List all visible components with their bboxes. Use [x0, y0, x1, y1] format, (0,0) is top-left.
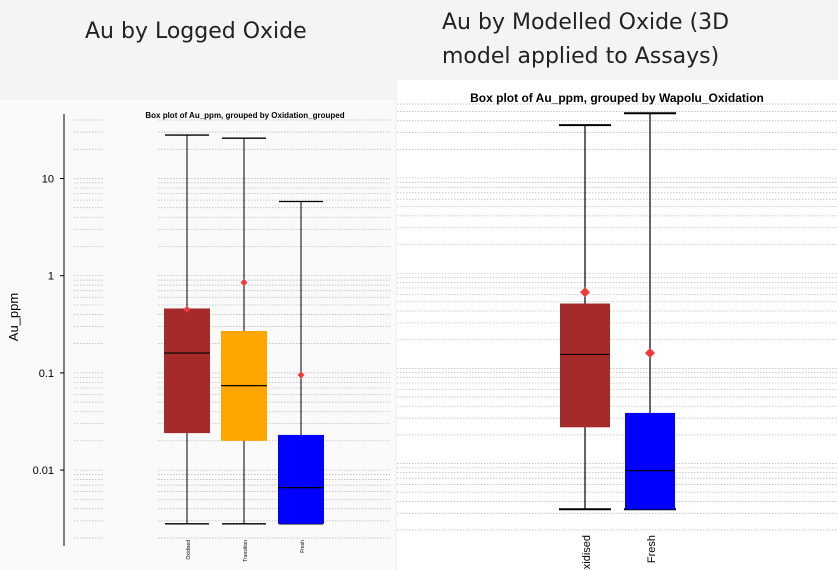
- box-mean-marker: [240, 279, 248, 287]
- box-mean-marker: [297, 371, 305, 379]
- y-tick-label: 10: [42, 174, 54, 186]
- box-mean-marker: [645, 347, 655, 358]
- right-chart-panel: Box plot of Au_ppm, grouped by Wapolu_Ox…: [397, 80, 838, 570]
- y-tick-label: 0.1: [39, 368, 54, 380]
- chart-title: Box plot of Au_ppm, grouped by Oxidation…: [145, 111, 344, 120]
- right-heading-line-1: Au by Modelled Oxide (3D: [442, 10, 730, 35]
- category-label: Fresh: [300, 540, 306, 553]
- right-heading-line-2: model applied to Assays): [442, 44, 720, 69]
- right-chart-heading: Au by Modelled Oxide (3D model applied t…: [442, 6, 729, 74]
- chart-title: Box plot of Au_ppm, grouped by Wapolu_Ox…: [470, 91, 764, 105]
- y-tick-label: 0.01: [33, 465, 54, 477]
- left-chart-heading: Au by Logged Oxide: [85, 19, 307, 44]
- category-label: Fresh: [646, 535, 658, 563]
- box-mean-marker: [183, 305, 191, 313]
- box-mean-marker: [580, 287, 590, 298]
- right-box-plot: Box plot of Au_ppm, grouped by Wapolu_Ox…: [397, 91, 838, 570]
- left-chart-panel: Box plot of Au_ppm, grouped by Oxidation…: [0, 100, 395, 570]
- left-box-plot: Box plot of Au_ppm, grouped by Oxidation…: [6, 111, 390, 562]
- category-label: Transition: [243, 540, 249, 562]
- box-body: [278, 434, 324, 524]
- box-body: [164, 308, 210, 434]
- y-tick-label: 1: [48, 271, 54, 283]
- category-label: Oxidised: [581, 535, 593, 570]
- box-body: [625, 412, 675, 510]
- category-label: Oxidised: [186, 540, 192, 560]
- y-axis-label: Au_ppm: [6, 293, 21, 341]
- box-body: [560, 303, 610, 428]
